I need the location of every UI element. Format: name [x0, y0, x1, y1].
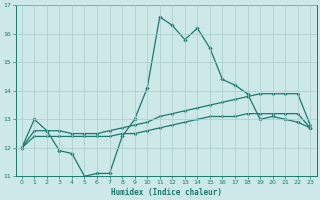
X-axis label: Humidex (Indice chaleur): Humidex (Indice chaleur) — [110, 188, 221, 197]
